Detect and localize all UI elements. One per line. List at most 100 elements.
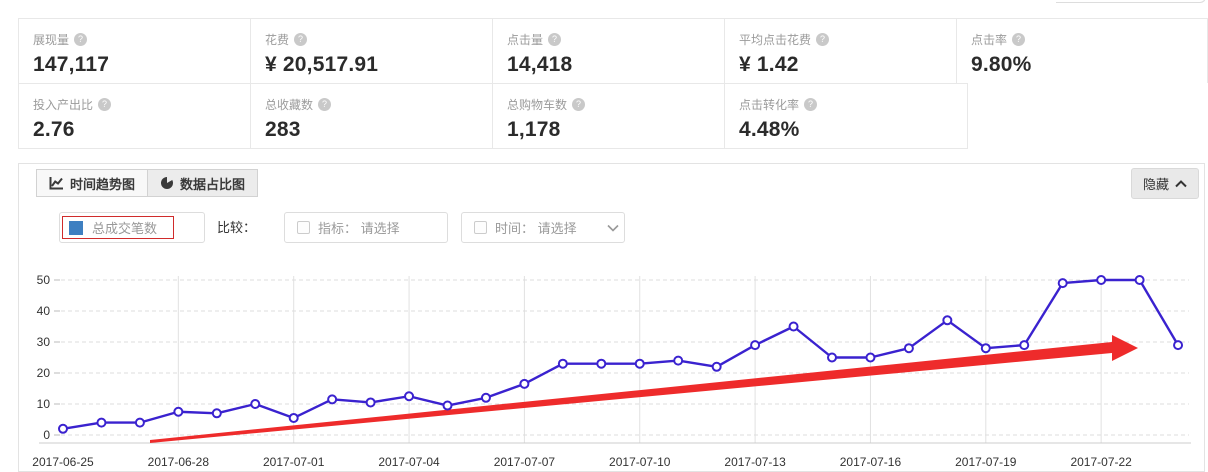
metrics-summary: 展现量? 147,117 花费? ¥ 20,517.91 点击量? 14,418 平均点击花… bbox=[18, 18, 1208, 149]
metric-card: 点击转化率? 4.48% bbox=[725, 84, 967, 148]
data-point[interactable] bbox=[750, 340, 761, 351]
pie-chart-icon bbox=[161, 176, 174, 189]
help-icon[interactable]: ? bbox=[294, 33, 308, 46]
x-tick-label: 2017-07-13 bbox=[724, 455, 786, 469]
chart-panel: 时间趋势图 数据占比图 隐藏 总成交笔数 比较： 指标： 请选择 时间： 请选择 … bbox=[18, 163, 1205, 472]
data-point[interactable] bbox=[1173, 340, 1184, 351]
metric-compare-checkbox[interactable] bbox=[297, 221, 310, 234]
metric-card: 展现量? 147,117 bbox=[19, 19, 251, 83]
compare-label: 比较： bbox=[217, 220, 257, 235]
line-chart-svg: 0 10 20 30 40 50 2017-06-25 2017-06-28 2017-07-0… bbox=[32, 273, 1191, 469]
metric-value: 14,418 bbox=[507, 53, 573, 76]
x-tick-label: 2017-06-25 bbox=[32, 455, 94, 469]
tab-data-proportion[interactable]: 数据占比图 bbox=[147, 169, 259, 197]
help-icon[interactable]: ? bbox=[548, 33, 562, 46]
help-icon[interactable]: ? bbox=[74, 33, 88, 46]
y-tick-label: 40 bbox=[37, 304, 51, 318]
metric-label: 总购物车数? bbox=[507, 96, 724, 113]
data-point[interactable] bbox=[1134, 275, 1145, 285]
chart-tabs: 时间趋势图 数据占比图 bbox=[36, 169, 259, 197]
metric-value: 4.48% bbox=[739, 118, 800, 141]
help-icon[interactable]: ? bbox=[1012, 33, 1026, 46]
data-point[interactable] bbox=[903, 343, 914, 354]
x-tick-label: 2017-07-01 bbox=[263, 455, 325, 469]
data-point[interactable] bbox=[827, 352, 837, 363]
trend-chart[interactable]: 0 10 20 30 40 50 2017-06-25 2017-06-28 2017-07-0… bbox=[19, 259, 1206, 472]
data-point[interactable] bbox=[404, 391, 415, 402]
metric-label: 点击量? bbox=[507, 31, 724, 48]
metric-compare-select[interactable]: 指标： 请选择 bbox=[284, 212, 448, 243]
y-tick-label: 20 bbox=[37, 366, 51, 380]
trend-arrow-annotation bbox=[150, 335, 1138, 443]
chevron-up-icon bbox=[1175, 179, 1187, 187]
metric-card: 投入产出比? 2.76 bbox=[19, 84, 251, 148]
hide-button-label: 隐藏 bbox=[1142, 177, 1169, 192]
data-point[interactable] bbox=[1096, 275, 1107, 285]
help-icon[interactable]: ? bbox=[816, 33, 830, 46]
hide-button[interactable]: 隐藏 bbox=[1130, 168, 1199, 199]
series-select[interactable]: 总成交笔数 bbox=[59, 212, 205, 243]
metric-value: 1,178 bbox=[507, 118, 561, 141]
data-point[interactable] bbox=[250, 399, 261, 409]
data-point[interactable] bbox=[557, 358, 568, 369]
series-color-swatch bbox=[69, 220, 83, 235]
metric-card: 平均点击花费? ¥ 1.42 bbox=[725, 19, 957, 83]
data-point[interactable] bbox=[173, 406, 184, 417]
data-point[interactable] bbox=[327, 394, 338, 405]
data-point[interactable] bbox=[634, 358, 645, 369]
data-point[interactable] bbox=[442, 400, 453, 411]
metric-label: 点击率? bbox=[971, 31, 1207, 48]
x-tick-label: 2017-06-28 bbox=[148, 455, 210, 469]
x-tick-label: 2017-07-07 bbox=[494, 455, 556, 469]
time-compare-select[interactable]: 时间： 请选择 bbox=[461, 212, 625, 243]
help-icon[interactable]: ? bbox=[572, 98, 586, 111]
data-point[interactable] bbox=[711, 361, 722, 372]
metric-value: 147,117 bbox=[33, 53, 110, 76]
data-point[interactable] bbox=[519, 378, 530, 389]
data-point[interactable] bbox=[788, 321, 799, 332]
metric-label: 投入产出比? bbox=[33, 96, 250, 113]
x-tick-label: 2017-07-04 bbox=[378, 455, 440, 469]
data-point[interactable] bbox=[596, 358, 607, 369]
time-compare-placeholder: 时间： 请选择 bbox=[495, 221, 577, 236]
help-icon[interactable]: ? bbox=[318, 98, 332, 111]
data-point[interactable] bbox=[480, 392, 491, 403]
x-tick-label: 2017-07-19 bbox=[955, 455, 1017, 469]
data-point[interactable] bbox=[865, 352, 876, 363]
metric-label: 点击转化率? bbox=[739, 96, 967, 113]
metric-label: 总收藏数? bbox=[265, 96, 492, 113]
metric-label: 平均点击花费? bbox=[739, 31, 956, 48]
data-point[interactable] bbox=[211, 408, 222, 419]
y-tick-label: 10 bbox=[37, 397, 51, 411]
x-tick-label: 2017-07-22 bbox=[1070, 455, 1132, 469]
chevron-down-icon bbox=[607, 224, 619, 232]
x-tick-label: 2017-07-16 bbox=[840, 455, 902, 469]
help-icon[interactable]: ? bbox=[804, 98, 818, 111]
time-compare-checkbox[interactable] bbox=[474, 221, 487, 234]
metric-value: 2.76 bbox=[33, 118, 75, 141]
metric-value: 9.80% bbox=[971, 53, 1032, 76]
tab-time-trend[interactable]: 时间趋势图 bbox=[36, 169, 149, 197]
metric-compare-placeholder: 指标： 请选择 bbox=[318, 221, 400, 236]
metric-card: 总购物车数? 1,178 bbox=[493, 84, 725, 148]
metric-value: ¥ 1.42 bbox=[739, 53, 799, 76]
cutoff-panel-corner bbox=[1056, 0, 1206, 3]
y-tick-label: 50 bbox=[37, 273, 51, 287]
data-point[interactable] bbox=[673, 355, 684, 366]
data-point[interactable] bbox=[58, 423, 68, 434]
data-point[interactable] bbox=[288, 412, 299, 423]
data-point[interactable] bbox=[365, 397, 376, 408]
metric-card: 点击量? 14,418 bbox=[493, 19, 725, 83]
data-point[interactable] bbox=[1019, 340, 1030, 351]
tab-label: 时间趋势图 bbox=[70, 176, 136, 192]
metric-card: 总收藏数? 283 bbox=[251, 84, 493, 148]
data-point[interactable] bbox=[980, 343, 991, 354]
data-point[interactable] bbox=[942, 315, 953, 326]
data-point[interactable] bbox=[1057, 278, 1068, 289]
series-line bbox=[62, 278, 1180, 430]
data-point[interactable] bbox=[96, 417, 107, 428]
help-icon[interactable]: ? bbox=[98, 98, 112, 111]
metric-value: 283 bbox=[265, 118, 301, 141]
y-tick-label: 30 bbox=[37, 335, 51, 349]
data-point[interactable] bbox=[134, 417, 145, 428]
